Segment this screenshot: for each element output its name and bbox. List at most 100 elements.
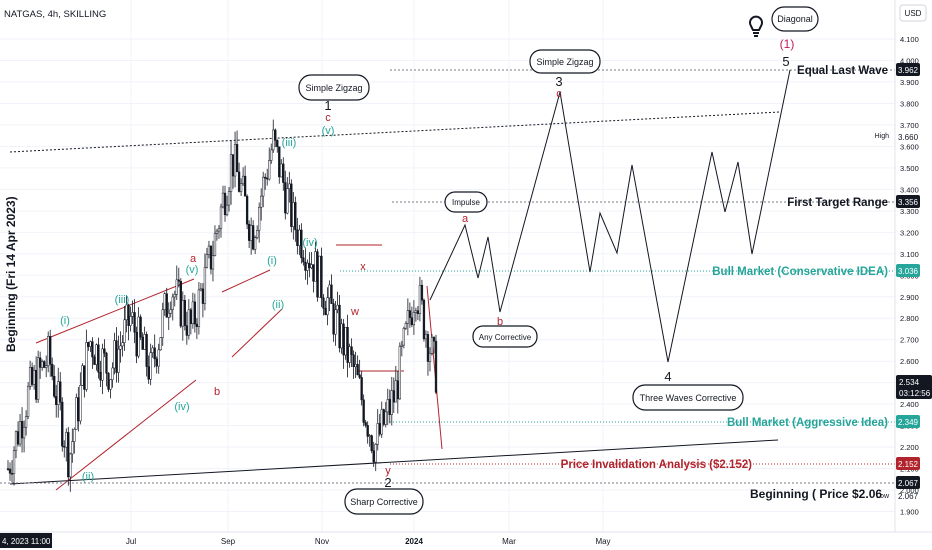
candle-body bbox=[26, 386, 30, 417]
wave-label-green: (v) bbox=[322, 125, 335, 137]
candle-body bbox=[34, 369, 38, 400]
candle-body bbox=[332, 303, 335, 335]
candle-body bbox=[290, 183, 293, 227]
time-axis[interactable]: 4, 2023 11:00 Jul Sep Nov 2024 Mar May bbox=[0, 531, 932, 550]
price-tick-label: 3.200 bbox=[900, 228, 919, 237]
time-label: Mar bbox=[502, 537, 516, 546]
candle-body bbox=[61, 401, 64, 447]
tag-current-price bbox=[896, 375, 932, 399]
candle-body bbox=[430, 337, 434, 354]
candle-body bbox=[129, 316, 132, 326]
price-tick-label: 3.300 bbox=[900, 207, 919, 216]
wave-label-green: (ii) bbox=[272, 299, 284, 311]
low-label: Low bbox=[876, 493, 890, 500]
currency-button[interactable] bbox=[899, 4, 927, 22]
candle-body bbox=[65, 432, 68, 448]
callout-simple-zigzag-1[interactable]: Simple Zigzag bbox=[298, 74, 370, 101]
price-tick-label: 3.600 bbox=[900, 142, 919, 151]
callout-any-corrective[interactable]: Any Corrective bbox=[472, 325, 538, 348]
candle-body bbox=[159, 337, 162, 351]
candle-body bbox=[147, 366, 150, 380]
candle-body bbox=[288, 183, 291, 189]
candle-body bbox=[81, 365, 84, 386]
candle-body bbox=[312, 264, 315, 282]
candle-body bbox=[217, 228, 221, 232]
candle-body bbox=[316, 251, 319, 298]
candle-body bbox=[344, 326, 347, 356]
level-label-first-target: First Target Range bbox=[787, 197, 888, 209]
level-label-conservative: Bull Market (Conservative IDEA) bbox=[712, 266, 888, 278]
candle-body bbox=[47, 336, 50, 366]
candle-body bbox=[171, 296, 174, 310]
wave-label-red: a bbox=[462, 213, 469, 225]
candle-body bbox=[215, 230, 219, 234]
candle-body bbox=[340, 323, 343, 349]
candle-body bbox=[85, 342, 88, 390]
price-tick-label: 2.200 bbox=[900, 443, 919, 452]
candle-body bbox=[175, 279, 178, 295]
price-axis[interactable]: USD 4.100 4.000 3.900 3.800 3.700 3.600 3.500 3… bbox=[875, 0, 932, 550]
wedge-upper-line-2 bbox=[221, 269, 271, 293]
candle-body bbox=[272, 129, 275, 151]
candle-body bbox=[16, 431, 20, 445]
svg-text:Diagonal: Diagonal bbox=[777, 14, 813, 24]
candle-body bbox=[53, 376, 56, 397]
candle-body bbox=[382, 409, 385, 425]
wave-label-black: 4 bbox=[664, 369, 671, 384]
candle-body bbox=[378, 423, 381, 435]
candle-body bbox=[306, 262, 309, 271]
candle-body bbox=[239, 183, 243, 192]
price-tick-label: 2.800 bbox=[900, 314, 919, 323]
candle-body bbox=[83, 365, 86, 390]
candle-body bbox=[223, 192, 227, 216]
candle-body bbox=[161, 309, 164, 338]
grid bbox=[0, 0, 895, 532]
candle-body bbox=[213, 233, 217, 256]
currency-label: USD bbox=[905, 9, 922, 18]
symbol-title: NATGAS, 4h, SKILLING bbox=[4, 9, 106, 20]
candle-body bbox=[169, 309, 172, 314]
candle-body bbox=[346, 326, 349, 363]
candle-body bbox=[280, 163, 283, 178]
candle-body bbox=[211, 255, 215, 270]
candle-body bbox=[107, 372, 110, 390]
wedge-lower-line-2 bbox=[231, 308, 283, 358]
wave-labels: (i) (ii) (iii) (iv) (v) (i) (ii) (iii) (… bbox=[60, 37, 794, 490]
candle-body bbox=[314, 251, 317, 282]
candle-body bbox=[374, 444, 377, 463]
price-tick-label: 3.500 bbox=[900, 164, 919, 173]
svg-text:Simple Zigzag: Simple Zigzag bbox=[536, 57, 593, 67]
candle-body bbox=[229, 154, 233, 192]
candle-body bbox=[8, 468, 12, 474]
candle-body bbox=[233, 144, 237, 177]
candle-body bbox=[187, 309, 190, 336]
tag-beginning-text: 2.067 bbox=[898, 479, 919, 488]
candle-body bbox=[201, 288, 205, 304]
wave-label-green: (iv) bbox=[302, 237, 317, 249]
upper-channel-line bbox=[9, 111, 781, 153]
candle-body bbox=[14, 431, 18, 451]
level-labels: Equal Last Wave First Target Range Bull … bbox=[561, 65, 888, 471]
candle-body bbox=[268, 160, 271, 180]
tag-current-price-text: 2.534 bbox=[899, 378, 920, 387]
candle-body bbox=[101, 348, 104, 381]
callout-simple-zigzag-2[interactable]: Simple Zigzag bbox=[529, 49, 601, 74]
candle-body bbox=[310, 264, 313, 268]
callout-impulse[interactable]: Impulse bbox=[444, 191, 488, 213]
candle-body bbox=[247, 223, 251, 241]
candle-body bbox=[227, 191, 231, 206]
candle-body bbox=[45, 365, 48, 368]
candle-body bbox=[322, 297, 325, 309]
candle-body bbox=[141, 336, 144, 350]
candle-body bbox=[57, 381, 60, 405]
lightbulb-icon bbox=[749, 15, 763, 37]
candle-body bbox=[69, 453, 72, 478]
callout-diagonal[interactable]: Diagonal bbox=[771, 6, 819, 32]
wave-label-green: (ii) bbox=[82, 471, 94, 483]
candle-body bbox=[428, 353, 432, 362]
candle-body bbox=[406, 310, 410, 324]
candle-body bbox=[113, 340, 116, 369]
callout-three-waves-corrective[interactable]: Three Waves Corrective bbox=[632, 384, 744, 411]
callout-sharp-corrective[interactable]: Sharp Corrective bbox=[344, 488, 424, 515]
